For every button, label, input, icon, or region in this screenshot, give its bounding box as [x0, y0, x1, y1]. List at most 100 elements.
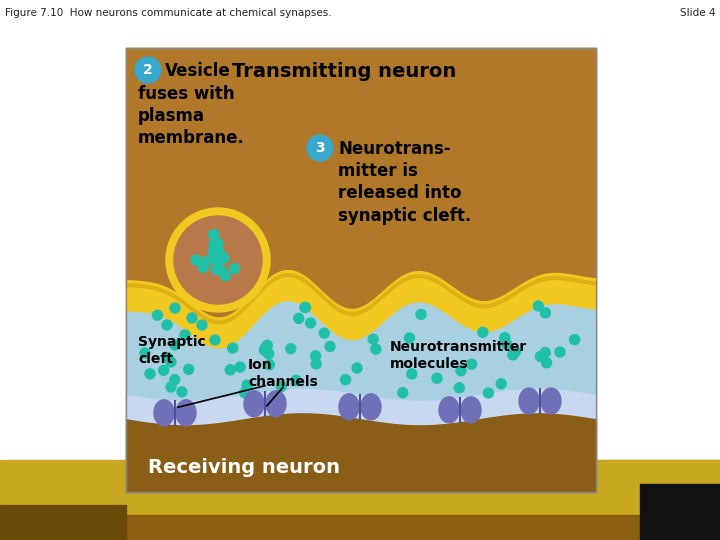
- Circle shape: [454, 383, 464, 393]
- Circle shape: [300, 302, 310, 313]
- Text: 2: 2: [143, 63, 153, 77]
- Ellipse shape: [361, 394, 381, 420]
- Circle shape: [145, 369, 155, 379]
- Text: Receiving neuron: Receiving neuron: [148, 458, 340, 477]
- Circle shape: [510, 347, 521, 357]
- Bar: [596, 460, 720, 485]
- Circle shape: [198, 262, 208, 272]
- Bar: [0, 492, 720, 540]
- Circle shape: [140, 348, 150, 358]
- Circle shape: [170, 340, 180, 350]
- Bar: [126, 48, 596, 492]
- Circle shape: [153, 310, 163, 320]
- Circle shape: [210, 241, 220, 251]
- Circle shape: [467, 359, 477, 369]
- Ellipse shape: [461, 397, 481, 423]
- Circle shape: [432, 373, 442, 383]
- Circle shape: [214, 246, 224, 256]
- Circle shape: [371, 344, 381, 354]
- Circle shape: [219, 253, 229, 263]
- Bar: [0, 515, 720, 540]
- Circle shape: [166, 357, 176, 367]
- Text: 3: 3: [315, 141, 325, 155]
- Circle shape: [570, 335, 580, 345]
- Circle shape: [286, 343, 296, 354]
- Ellipse shape: [541, 388, 561, 414]
- Circle shape: [209, 230, 219, 240]
- Circle shape: [264, 349, 274, 359]
- Circle shape: [478, 327, 487, 338]
- Circle shape: [502, 339, 512, 349]
- Circle shape: [306, 318, 315, 328]
- Ellipse shape: [266, 391, 286, 417]
- Circle shape: [166, 208, 270, 312]
- Circle shape: [163, 353, 173, 362]
- Circle shape: [213, 239, 223, 248]
- Circle shape: [260, 343, 270, 353]
- Ellipse shape: [208, 72, 561, 272]
- Circle shape: [416, 309, 426, 320]
- Circle shape: [310, 351, 320, 361]
- Circle shape: [217, 252, 228, 262]
- Circle shape: [300, 302, 310, 312]
- Circle shape: [230, 264, 240, 274]
- Circle shape: [174, 216, 262, 304]
- Text: Synaptic
cleft: Synaptic cleft: [138, 335, 206, 366]
- Circle shape: [184, 364, 194, 374]
- Circle shape: [536, 352, 546, 361]
- Circle shape: [508, 350, 518, 360]
- Circle shape: [483, 388, 493, 398]
- Bar: [640, 484, 720, 540]
- Circle shape: [259, 346, 269, 355]
- Circle shape: [352, 363, 362, 373]
- Circle shape: [456, 366, 466, 376]
- Circle shape: [135, 57, 161, 83]
- Circle shape: [541, 358, 552, 368]
- Ellipse shape: [339, 394, 359, 420]
- Circle shape: [166, 382, 176, 392]
- Text: Vesicle: Vesicle: [165, 62, 230, 80]
- Circle shape: [540, 348, 550, 357]
- Circle shape: [320, 328, 329, 338]
- Ellipse shape: [519, 388, 539, 414]
- Circle shape: [177, 387, 187, 397]
- Circle shape: [534, 301, 544, 311]
- Circle shape: [541, 308, 550, 318]
- Circle shape: [496, 379, 506, 389]
- Circle shape: [197, 320, 207, 330]
- Circle shape: [242, 380, 252, 390]
- Circle shape: [187, 313, 197, 323]
- Bar: [0, 460, 126, 540]
- Circle shape: [325, 341, 335, 352]
- Text: fuses with
plasma
membrane.: fuses with plasma membrane.: [138, 85, 245, 147]
- Text: Transmitting neuron: Transmitting neuron: [232, 62, 456, 81]
- Circle shape: [212, 256, 222, 266]
- Text: Slide 4: Slide 4: [680, 8, 715, 18]
- Circle shape: [240, 388, 250, 398]
- Circle shape: [235, 362, 245, 372]
- Circle shape: [209, 240, 219, 250]
- Circle shape: [405, 333, 415, 343]
- Circle shape: [407, 369, 417, 379]
- Circle shape: [180, 330, 190, 340]
- Circle shape: [214, 255, 224, 265]
- Circle shape: [368, 334, 378, 344]
- Circle shape: [291, 375, 301, 386]
- Circle shape: [555, 347, 565, 357]
- Ellipse shape: [439, 397, 459, 423]
- Circle shape: [213, 255, 223, 265]
- Circle shape: [228, 343, 238, 353]
- Circle shape: [276, 382, 287, 392]
- Bar: [0, 505, 126, 540]
- Text: Neurotrans-
mitter is
released into
synaptic cleft.: Neurotrans- mitter is released into syna…: [338, 140, 472, 225]
- Ellipse shape: [244, 391, 264, 417]
- Bar: [126, 48, 596, 492]
- Circle shape: [191, 255, 201, 265]
- Circle shape: [210, 335, 220, 345]
- Circle shape: [262, 340, 272, 350]
- Circle shape: [208, 247, 218, 258]
- Circle shape: [170, 303, 180, 313]
- Bar: [596, 460, 720, 540]
- Circle shape: [212, 265, 222, 274]
- Circle shape: [341, 375, 351, 384]
